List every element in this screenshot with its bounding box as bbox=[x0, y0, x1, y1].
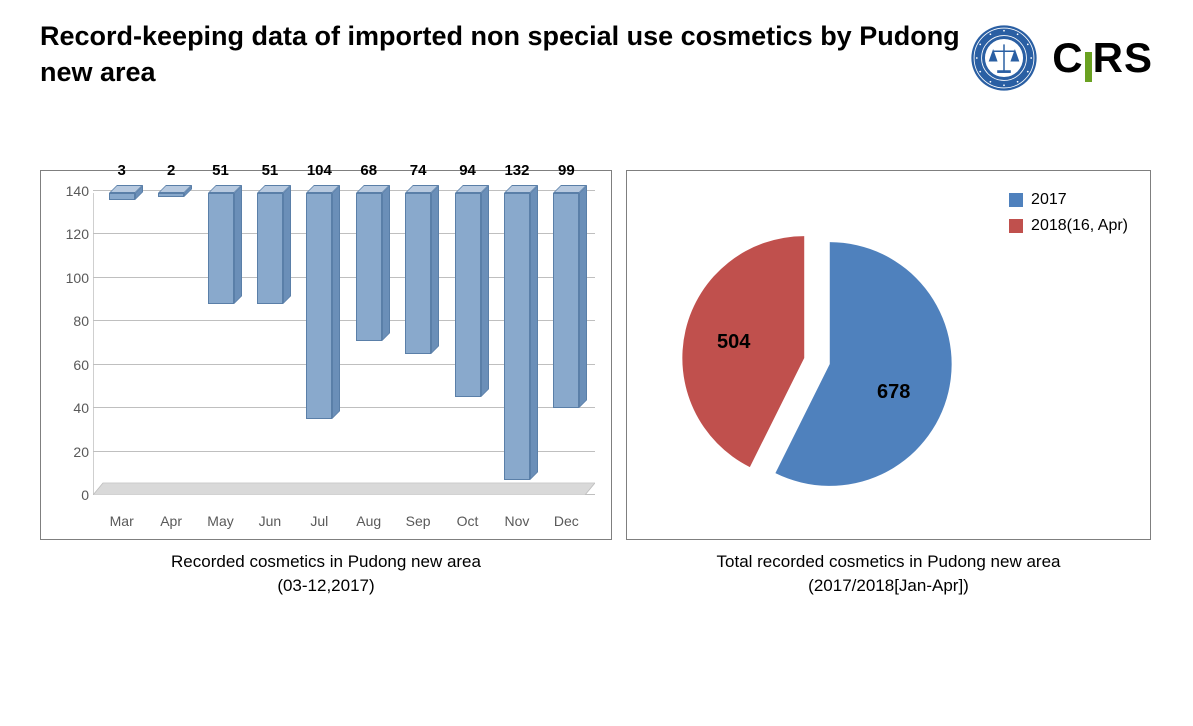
bar-caption-line2: (03-12,2017) bbox=[171, 574, 481, 598]
cirs-letter-c: C bbox=[1052, 34, 1083, 82]
seal-logo-icon bbox=[970, 24, 1038, 92]
bar-sep: 74 bbox=[393, 193, 442, 495]
bar-caption-line1: Recorded cosmetics in Pudong new area bbox=[171, 550, 481, 574]
legend-item-2018: 2018(16, Apr) bbox=[1009, 217, 1128, 235]
bar-oct: 94 bbox=[443, 193, 492, 495]
legend-label-2018: 2018(16, Apr) bbox=[1031, 217, 1128, 235]
legend-swatch-2017-icon bbox=[1009, 193, 1023, 207]
header: Record-keeping data of imported non spec… bbox=[0, 0, 1193, 92]
logo-group: C RS bbox=[970, 24, 1153, 92]
legend-item-2017: 2017 bbox=[1009, 191, 1128, 209]
charts-row: 020406080100120140 32515110468749413299 … bbox=[0, 170, 1193, 598]
bars-row: 32515110468749413299 bbox=[93, 193, 595, 495]
bar-mar: 3 bbox=[97, 193, 146, 495]
legend-label-2017: 2017 bbox=[1031, 191, 1067, 209]
pie-value-2017: 678 bbox=[877, 381, 910, 404]
legend-swatch-2018-icon bbox=[1009, 219, 1023, 233]
bar-aug: 68 bbox=[344, 193, 393, 495]
y-axis: 020406080100120140 bbox=[55, 193, 89, 495]
bar-jul: 104 bbox=[295, 193, 344, 495]
bar-chart-panel: 020406080100120140 32515110468749413299 … bbox=[40, 170, 612, 540]
cirs-i-icon bbox=[1085, 52, 1092, 82]
page-title: Record-keeping data of imported non spec… bbox=[40, 18, 970, 91]
pie-caption-line1: Total recorded cosmetics in Pudong new a… bbox=[717, 550, 1061, 574]
x-axis-labels: MarAprMayJunJulAugSepOctNovDec bbox=[93, 513, 595, 529]
cirs-letters-rs: RS bbox=[1093, 34, 1153, 82]
pie-chart-caption: Total recorded cosmetics in Pudong new a… bbox=[717, 550, 1061, 598]
cirs-logo: C RS bbox=[1052, 34, 1153, 82]
bar-chart-caption: Recorded cosmetics in Pudong new area (0… bbox=[171, 550, 481, 598]
bar-plot-area: 32515110468749413299 bbox=[93, 193, 595, 495]
bar-dec: 99 bbox=[542, 193, 591, 495]
bar-nov: 132 bbox=[492, 193, 541, 495]
bar-chart-column: 020406080100120140 32515110468749413299 … bbox=[40, 170, 612, 598]
pie-caption-line2: (2017/2018[Jan-Apr]) bbox=[717, 574, 1061, 598]
pie-wrap bbox=[667, 211, 967, 511]
bar-jun: 51 bbox=[245, 193, 294, 495]
pie-legend: 2017 2018(16, Apr) bbox=[1009, 191, 1128, 243]
pie-chart-column: 678 504 2017 2018(16, Apr) Total recorde… bbox=[626, 170, 1151, 598]
pie-value-2018: 504 bbox=[717, 331, 750, 354]
pie-svg bbox=[667, 211, 967, 511]
bar-apr: 2 bbox=[146, 193, 195, 495]
pie-chart-panel: 678 504 2017 2018(16, Apr) bbox=[626, 170, 1151, 540]
bar-may: 51 bbox=[196, 193, 245, 495]
